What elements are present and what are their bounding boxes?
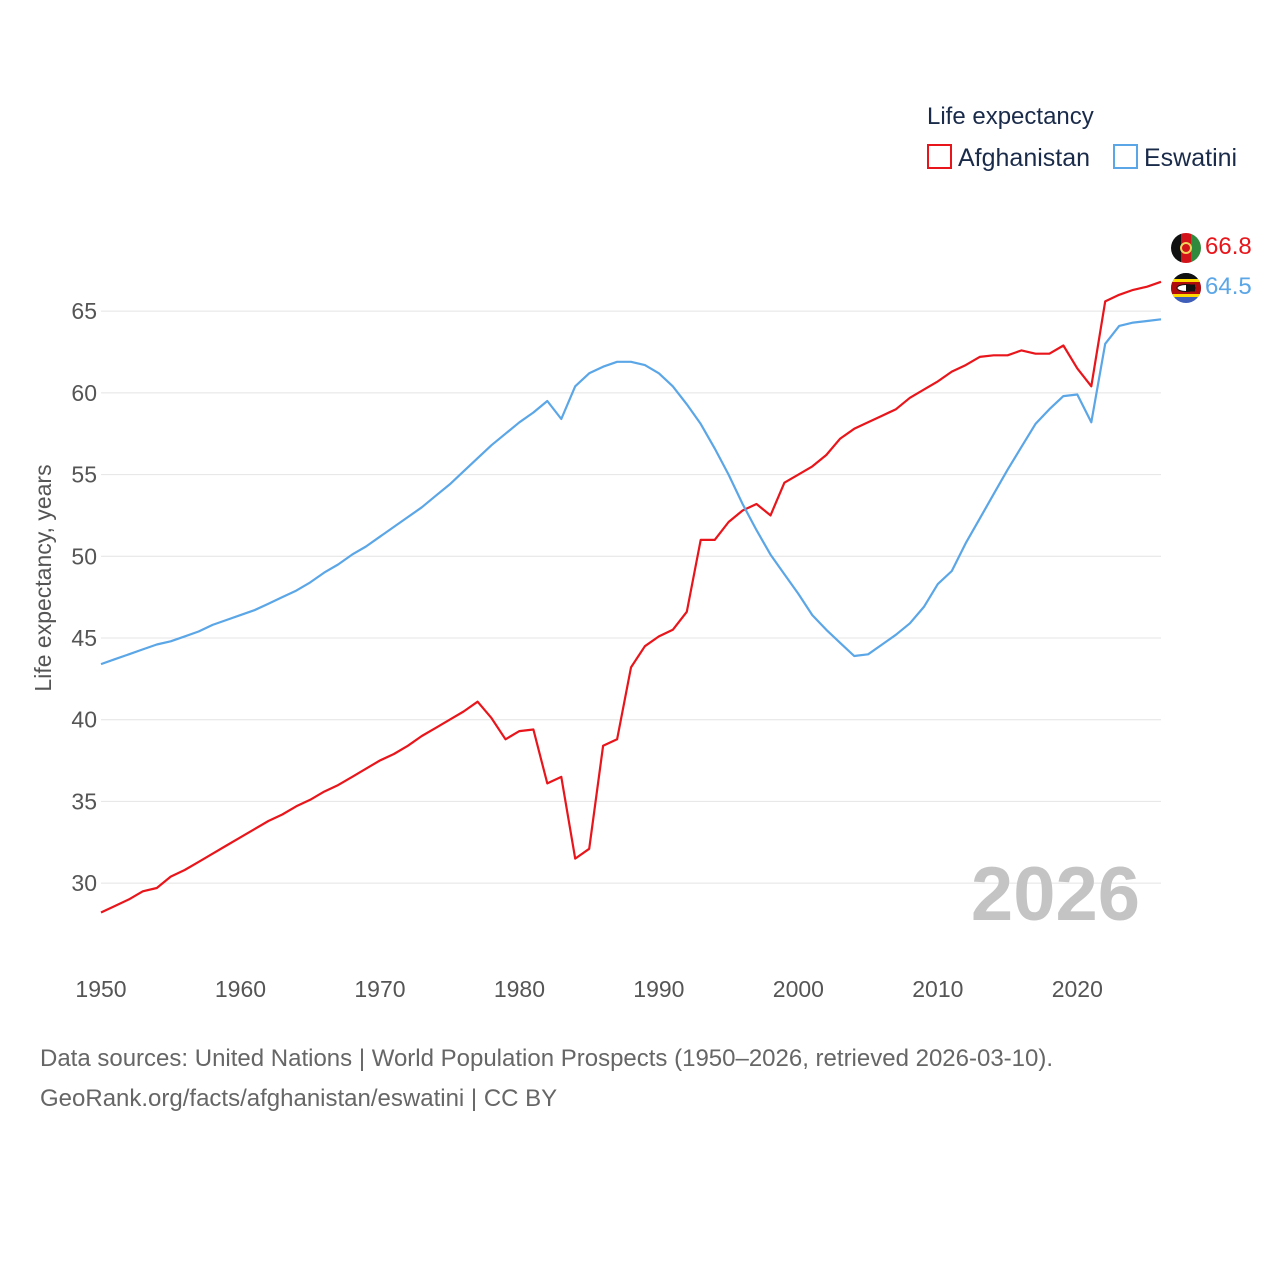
y-tick-label: 50 xyxy=(71,543,97,569)
footer-sources: Data sources: United Nations | World Pop… xyxy=(40,1045,1054,1072)
y-tick-label: 60 xyxy=(71,380,97,406)
x-tick-label: 1970 xyxy=(354,976,405,1002)
legend-swatch-eswatini[interactable] xyxy=(1113,144,1138,169)
x-tick-label: 2000 xyxy=(773,976,824,1002)
x-axis-ticks: 1950 1960 1970 1980 1990 2000 2010 2020 xyxy=(75,976,1102,1002)
x-tick-label: 1990 xyxy=(633,976,684,1002)
y-axis-ticks: 30 35 40 45 50 55 60 65 xyxy=(71,298,97,896)
x-tick-label: 2010 xyxy=(912,976,963,1002)
footer-link[interactable]: GeoRank.org/facts/afghanistan/eswatini |… xyxy=(40,1085,558,1112)
x-tick-label: 1950 xyxy=(75,976,126,1002)
gridlines xyxy=(101,310,1161,884)
legend-label-afghanistan[interactable]: Afghanistan xyxy=(958,144,1090,172)
series-lines xyxy=(100,280,1162,914)
series-line-afghanistan xyxy=(100,280,1162,914)
legend-swatch-afghanistan[interactable] xyxy=(927,144,952,169)
series-line-eswatini xyxy=(100,318,1162,666)
afghanistan-flag-icon xyxy=(1171,233,1201,263)
y-tick-label: 55 xyxy=(71,462,97,488)
y-tick-label: 65 xyxy=(71,298,97,324)
y-tick-label: 30 xyxy=(71,870,97,896)
y-axis-label: Life expectancy, years xyxy=(30,464,56,691)
eswatini-end-label: 64.5 xyxy=(1205,273,1252,300)
y-tick-label: 45 xyxy=(71,625,97,651)
legend-title: Life expectancy xyxy=(927,103,1094,130)
legend-label-eswatini[interactable]: Eswatini xyxy=(1144,144,1237,172)
legend: Life expectancy Afghanistan Eswatini xyxy=(927,103,1237,172)
y-tick-label: 40 xyxy=(71,707,97,733)
year-watermark: 2026 xyxy=(971,852,1140,937)
x-tick-label: 1980 xyxy=(494,976,545,1002)
x-tick-label: 1960 xyxy=(215,976,266,1002)
x-tick-label: 2020 xyxy=(1052,976,1103,1002)
y-tick-label: 35 xyxy=(71,788,97,814)
afghanistan-end-label: 66.8 xyxy=(1205,233,1252,260)
eswatini-flag-icon xyxy=(1171,273,1201,303)
